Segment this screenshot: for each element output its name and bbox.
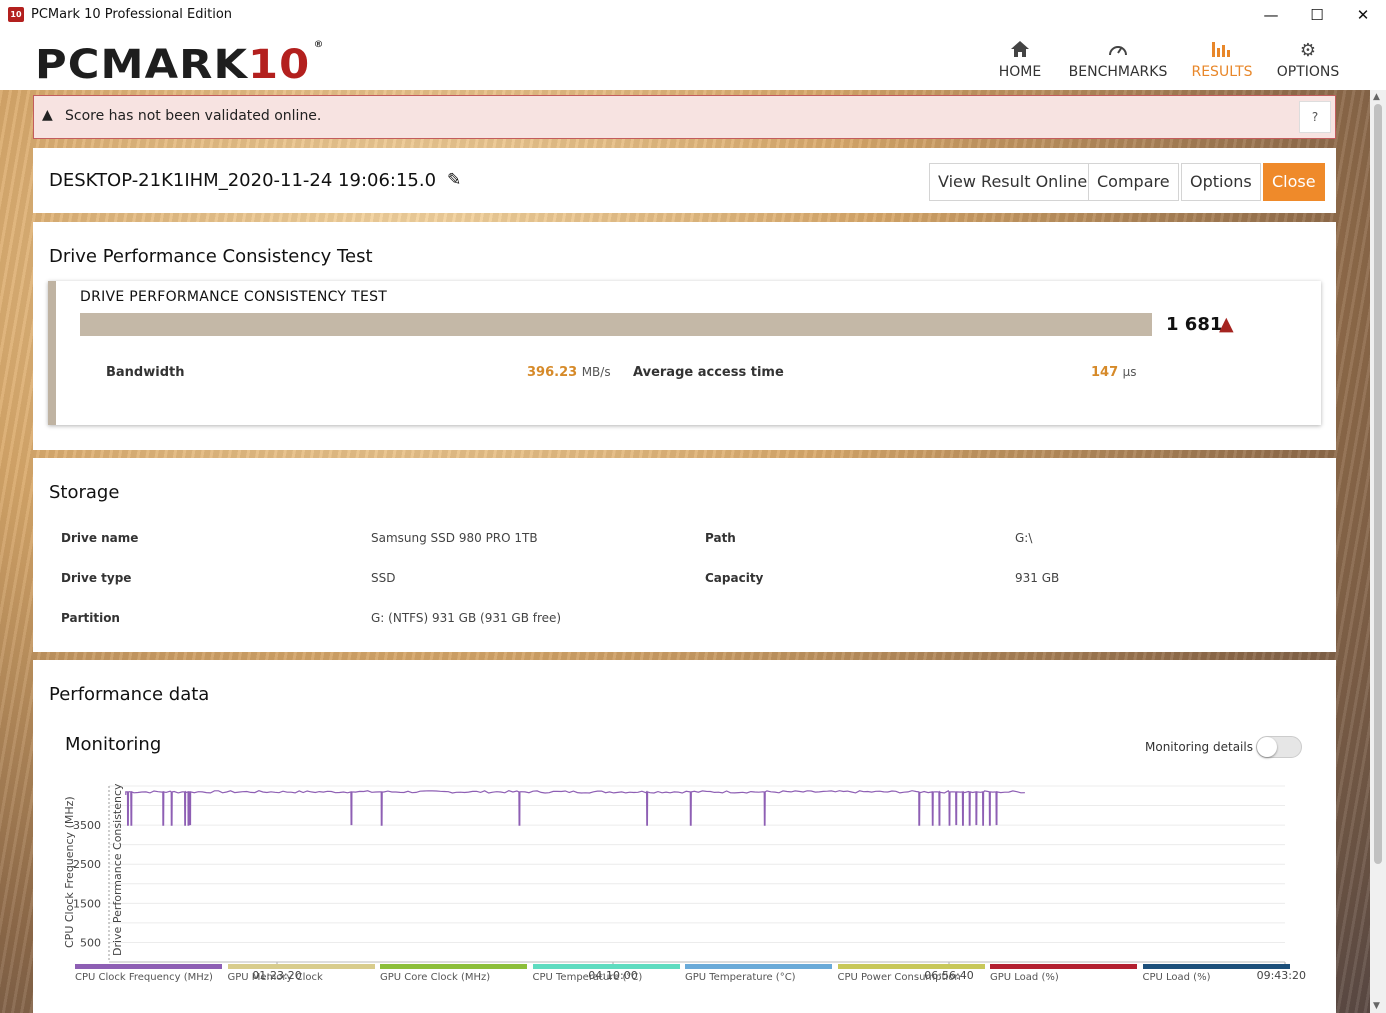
result-header: DESKTOP-21K1IHM_2020-11-24 19:06:15.0 ✎ … — [33, 148, 1336, 213]
nav-benchmarks[interactable]: BENCHMARKS — [1066, 40, 1170, 80]
drive-name-label: Drive name — [61, 531, 139, 545]
legend-item[interactable]: CPU Temperature (°C) — [532, 964, 680, 983]
result-title: DESKTOP-21K1IHM_2020-11-24 19:06:15.0 — [49, 170, 437, 191]
drive-type-label: Drive type — [61, 571, 132, 585]
app-icon: 10 — [8, 7, 24, 22]
legend-item[interactable]: GPU Load (%) — [990, 964, 1137, 983]
partition-label: Partition — [61, 611, 120, 625]
path-value: G:\ — [1015, 531, 1033, 545]
score-card-title: DRIVE PERFORMANCE CONSISTENCY TEST — [80, 289, 388, 305]
drive-name-value: Samsung SSD 980 PRO 1TB — [371, 531, 538, 545]
legend-item[interactable]: GPU Temperature (°C) — [685, 964, 832, 983]
drive-type-value: SSD — [371, 571, 396, 585]
bandwidth-label: Bandwidth — [106, 365, 185, 380]
legend-item[interactable]: CPU Power Consumption — [837, 964, 985, 983]
legend-item[interactable]: CPU Clock Frequency (MHz) — [75, 964, 222, 983]
access-time-label: Average access time — [633, 365, 784, 380]
monitoring-details-toggle[interactable] — [1256, 736, 1302, 758]
score-bar — [80, 313, 1152, 336]
title-bar: 10 PCMark 10 Professional Edition — ☐ ✕ — [0, 0, 1386, 30]
warning-icon: ▲ — [42, 107, 53, 123]
close-button[interactable]: Close — [1263, 163, 1325, 201]
legend-item[interactable]: GPU Memory Clock — [227, 964, 375, 983]
storage-section: Storage Drive name Samsung SSD 980 PRO 1… — [33, 458, 1336, 652]
performance-section-title: Performance data — [49, 684, 210, 705]
score-value: 1 681 — [1166, 314, 1223, 335]
capacity-value: 931 GB — [1015, 571, 1060, 585]
app-header: PCMARK10 ® HOME BENCHMARKS RESULTS ⚙ OPTI… — [0, 30, 1386, 90]
options-button[interactable]: Options — [1181, 163, 1261, 201]
window-title: PCMark 10 Professional Edition — [31, 7, 233, 22]
score-card: DRIVE PERFORMANCE CONSISTENCY TEST 1 681… — [48, 281, 1321, 425]
pcmark-logo: PCMARK10 ® — [35, 40, 325, 88]
gear-icon: ⚙ — [1299, 40, 1317, 61]
nav-results[interactable]: RESULTS — [1190, 40, 1254, 80]
edit-pencil-icon[interactable]: ✎ — [447, 170, 462, 190]
scroll-down-icon[interactable]: ▼ — [1373, 1001, 1380, 1011]
view-result-online-button[interactable]: View Result Online — [929, 163, 1097, 201]
gauge-icon — [1066, 40, 1170, 64]
help-button[interactable]: ? — [1299, 101, 1331, 133]
close-window-button[interactable]: ✕ — [1356, 6, 1370, 24]
toggle-knob — [1257, 737, 1277, 757]
performance-section: Performance data Monitoring Monitoring d… — [33, 660, 1336, 1013]
monitoring-details-label: Monitoring details — [1145, 740, 1253, 754]
nav-home[interactable]: HOME — [996, 40, 1044, 80]
bar-chart-icon — [1190, 40, 1254, 64]
home-icon — [996, 40, 1044, 64]
warning-text: Score has not been validated online. — [65, 108, 322, 124]
legend-item[interactable]: GPU Core Clock (MHz) — [380, 964, 527, 983]
bandwidth-value: 396.23 MB/s — [527, 365, 611, 380]
nav-options[interactable]: ⚙ OPTIONS — [1274, 40, 1342, 80]
score-warning-icon[interactable]: ▲ — [1219, 313, 1234, 335]
monitoring-title: Monitoring — [65, 734, 162, 755]
scroll-thumb[interactable] — [1374, 104, 1382, 864]
scroll-up-icon[interactable]: ▲ — [1373, 92, 1380, 102]
capacity-label: Capacity — [705, 571, 764, 585]
maximize-button[interactable]: ☐ — [1310, 6, 1324, 24]
storage-section-title: Storage — [49, 482, 120, 503]
drive-test-section-title: Drive Performance Consistency Test — [49, 246, 373, 267]
partition-value: G: (NTFS) 931 GB (931 GB free) — [371, 611, 562, 625]
scrollbar[interactable]: ▲ ▼ — [1370, 90, 1386, 1013]
validation-warning-banner: ▲ Score has not been validated online. ? — [33, 95, 1336, 139]
compare-button[interactable]: Compare — [1088, 163, 1179, 201]
access-time-value: 147 μs — [1091, 365, 1137, 380]
path-label: Path — [705, 531, 736, 545]
minimize-button[interactable]: — — [1263, 6, 1279, 24]
drive-test-section: Drive Performance Consistency Test DRIVE… — [33, 222, 1336, 450]
legend-item[interactable]: CPU Load (%) — [1142, 964, 1290, 983]
